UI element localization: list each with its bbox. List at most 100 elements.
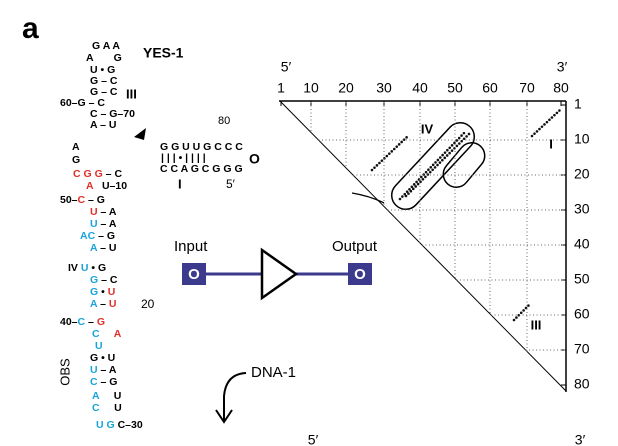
rna-row: A — [72, 141, 80, 153]
trigger-arrowhead — [215, 409, 233, 424]
dot-plot — [279, 100, 567, 392]
nucleotide: G – C — [90, 86, 118, 98]
nucleotide: U — [109, 298, 117, 310]
weak-dots — [370, 134, 410, 172]
rna-row: G A A — [92, 40, 120, 52]
nucleotide: C — [90, 376, 98, 388]
nucleotide: G — [90, 274, 98, 286]
right-tick-label: 70 — [574, 341, 590, 357]
rna-row: 60–G – C — [60, 97, 105, 109]
nucleotide: A G — [86, 52, 122, 64]
gate-triangle — [260, 247, 299, 301]
nucleotide — [100, 328, 114, 340]
nucleotide: C G G — [73, 168, 103, 180]
rna-row: AC – G — [80, 230, 115, 242]
nucleotide: C — [92, 328, 100, 340]
nucleotide: U — [90, 206, 98, 218]
rna-row: C A — [92, 328, 122, 340]
rna-row: G – C — [90, 75, 118, 87]
rna-row: G • U — [90, 286, 115, 298]
rna-arm-row: C C A G C G G G — [160, 163, 243, 175]
nucleotide: U — [100, 402, 122, 414]
top-tick-label: 40 — [412, 80, 428, 96]
rna-row: U – A — [90, 218, 117, 230]
end-label: 5′ — [281, 59, 292, 75]
rna-row: A G — [86, 52, 122, 64]
rna-row: G • U — [90, 352, 115, 364]
region-label: III — [531, 317, 542, 332]
diagonal — [279, 100, 567, 392]
nucleotide: A — [72, 141, 80, 153]
nucleotide: – C — [103, 168, 123, 180]
top-tick-label: 1 — [277, 80, 285, 96]
rna-row: U G C–30 — [96, 419, 143, 431]
nucleotide: U — [99, 390, 121, 402]
nucleotide: • — [98, 286, 108, 298]
right-tick-label: 40 — [574, 236, 590, 252]
top-tick-label: 30 — [376, 80, 392, 96]
input-box-label: O — [188, 266, 200, 283]
rna-row: A U — [92, 390, 121, 402]
nucleotide: G — [72, 154, 80, 166]
rna-row: G – C — [90, 86, 118, 98]
rna-row: C – G — [90, 376, 117, 388]
bottom-end-label: 5′ — [308, 432, 319, 446]
input-box — [182, 263, 206, 285]
nucleotide: A — [92, 390, 100, 402]
nucleotide: A – U — [90, 119, 116, 131]
nucleotide: – U — [97, 242, 116, 254]
structure-label: 80 — [218, 115, 230, 127]
rna-row: G — [72, 154, 80, 166]
nucleotide: G • U — [90, 352, 115, 364]
rna-row: 50–C – G — [60, 194, 105, 206]
right-tick-label: 20 — [574, 166, 590, 182]
structure-title: YES-1 — [143, 45, 184, 61]
nucleotide: A — [114, 328, 122, 340]
nucleotide: C — [92, 402, 100, 414]
nucleotide: U — [90, 218, 98, 230]
nucleotide: C–30 — [115, 419, 143, 431]
rna-arm-row: | | | • | | | | — [161, 152, 206, 164]
rna-row: A U–10 — [86, 180, 127, 192]
top-tick-label: 10 — [303, 80, 319, 96]
region-label: I — [549, 136, 553, 151]
nucleotide: U — [95, 340, 103, 352]
structure-label: O — [249, 151, 260, 167]
nucleotide: U — [90, 364, 98, 376]
nucleotide: – A — [98, 206, 117, 218]
rna-row: U – A — [90, 364, 117, 376]
rna-row: C G G – C — [73, 168, 122, 180]
nucleotide: G A A — [92, 40, 120, 52]
nucleotide: – C — [98, 274, 118, 286]
nucleotide: – A — [98, 364, 117, 376]
structure-label: 20 — [141, 297, 155, 311]
nucleotide: C – G–70 — [90, 108, 135, 120]
rna-row: U — [95, 340, 103, 352]
nucleotide: G – C — [90, 75, 118, 87]
region-label: IV — [421, 121, 434, 136]
alt-outline — [442, 142, 486, 188]
rna-row: 40–C – G — [60, 316, 105, 328]
output-box-label: O — [354, 266, 366, 283]
nucleotide: AC — [80, 230, 96, 242]
nucleotide: – G — [98, 376, 118, 388]
structure-label: III — [126, 86, 137, 101]
output-label: Output — [332, 238, 378, 255]
pointer-arrow — [351, 192, 385, 204]
nucleotide: U — [108, 286, 116, 298]
helix-iv-dots — [398, 129, 468, 201]
obs-label: OBS — [57, 358, 72, 386]
rna-row: A – U — [90, 298, 116, 310]
rna-row: C – G–70 — [90, 108, 135, 120]
right-tick-label: 50 — [574, 271, 590, 287]
right-tick-label: 30 — [574, 201, 590, 217]
panel-label: a — [22, 12, 39, 45]
nucleotide: C — [78, 194, 86, 206]
end-label: 3′ — [557, 59, 568, 75]
nucleotide: U–10 — [93, 180, 127, 192]
nucleotide: – — [85, 316, 97, 328]
structure-label: I — [178, 176, 182, 191]
rna-row: U – A — [90, 206, 117, 218]
top-tick-label: 50 — [447, 80, 463, 96]
rna-row: C U — [92, 402, 122, 414]
